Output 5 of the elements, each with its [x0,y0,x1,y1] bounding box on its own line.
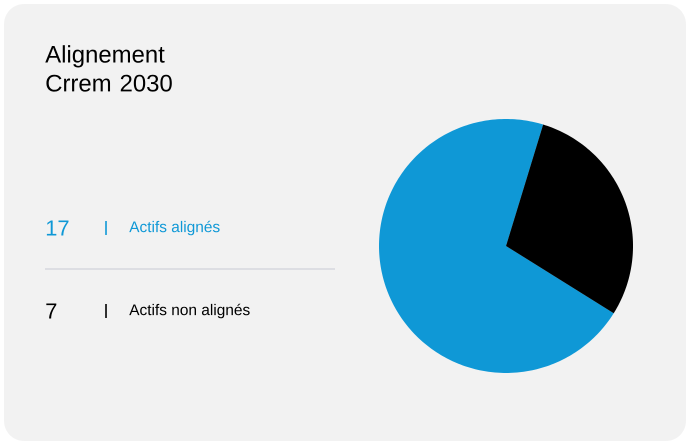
data-label: 7 [46,303,56,319]
legend-label: Actifs non alignés [129,304,250,318]
data-label: 17 [46,220,68,236]
legend-label: Actifs alignés [129,220,220,236]
chart-title: Alignement Crrem 2030 [45,45,172,92]
